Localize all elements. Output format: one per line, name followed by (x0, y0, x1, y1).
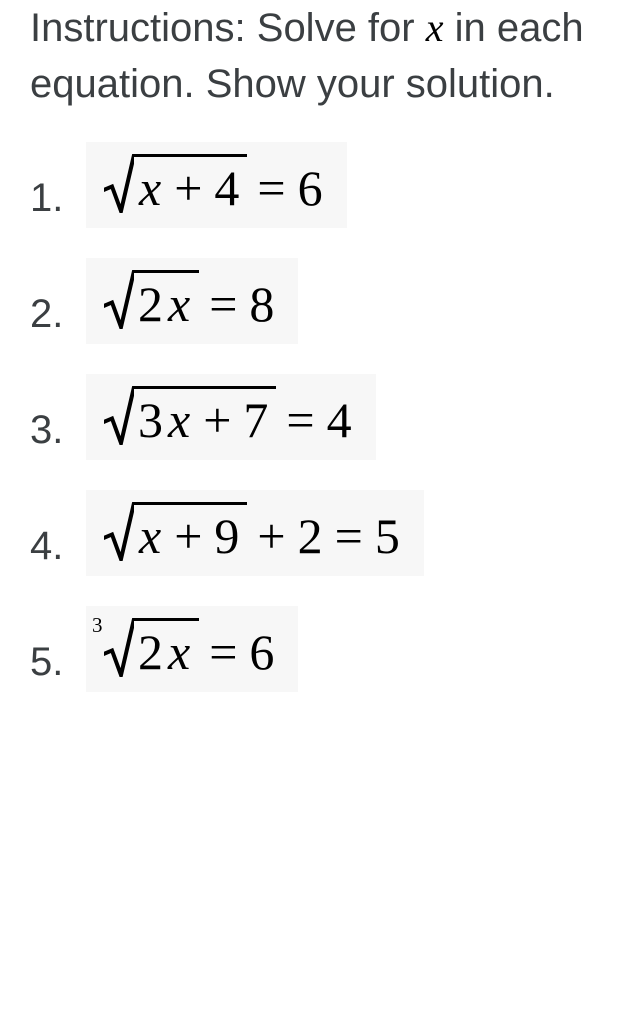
square-root: 2x (104, 270, 199, 329)
radicand: x+4 (134, 154, 247, 213)
problem-row: 3. 3x+7=4 (30, 374, 607, 460)
plus-sign: + (164, 160, 212, 216)
number: 6 (296, 163, 325, 213)
problem-number: 5. (30, 642, 76, 692)
radical-symbol (104, 270, 134, 329)
instructions-text: Instructions: Solve for x in each equati… (30, 0, 607, 112)
cube-root: 32x (104, 618, 199, 677)
radicand: 3x+7 (134, 386, 276, 445)
radical-symbol (104, 154, 134, 213)
equals-sign: = (325, 511, 373, 561)
variable-x: x (165, 276, 193, 332)
problem-row: 2. 2x=8 (30, 258, 607, 344)
equation-box: x+4=6 (86, 142, 347, 228)
radical-symbol (104, 386, 134, 445)
problem-list: 1.x+4=62.2x=83.3x+7=44.x+9+2=55.32x=6 (30, 142, 607, 692)
number: 5 (373, 511, 402, 561)
variable-x: x (165, 624, 193, 680)
equals-sign: = (247, 163, 295, 213)
number: 4 (212, 160, 241, 216)
number: 2 (296, 511, 325, 561)
equation: x+9+2=5 (104, 502, 402, 561)
radicand: x+9 (134, 502, 247, 561)
plus-sign: + (164, 508, 212, 564)
equals-sign: = (199, 627, 247, 677)
equation: 3x+7=4 (104, 386, 354, 445)
square-root: 3x+7 (104, 386, 276, 445)
plus-sign: + (247, 511, 295, 561)
number: 2 (136, 276, 165, 332)
problem-number: 4. (30, 526, 76, 576)
square-root: x+4 (104, 154, 247, 213)
radicand: 2x (134, 270, 199, 329)
problem-number: 1. (30, 178, 76, 228)
number: 7 (241, 392, 270, 448)
number: 6 (247, 627, 276, 677)
problem-number: 3. (30, 410, 76, 460)
radical-symbol (104, 502, 134, 561)
variable-x: x (136, 508, 164, 564)
instructions-pre: Instructions: Solve for (30, 6, 415, 50)
problem-number: 2. (30, 294, 76, 344)
number: 3 (136, 392, 165, 448)
equation-box: 2x=8 (86, 258, 298, 344)
equation-box: 3x+7=4 (86, 374, 376, 460)
equation: 32x=6 (104, 618, 276, 677)
equals-sign: = (199, 279, 247, 329)
variable-x: x (136, 160, 164, 216)
root-index: 3 (92, 615, 103, 636)
problem-row: 5.32x=6 (30, 606, 607, 692)
equation: x+4=6 (104, 154, 325, 213)
variable-x: x (165, 392, 193, 448)
radicand: 2x (134, 618, 199, 677)
radical-symbol (104, 618, 134, 677)
number: 8 (247, 279, 276, 329)
problem-row: 1. x+4=6 (30, 142, 607, 228)
problem-row: 4.x+9+2=5 (30, 490, 607, 576)
equation: 2x=8 (104, 270, 276, 329)
number: 9 (212, 508, 241, 564)
equals-sign: = (276, 395, 324, 445)
equation-box: 32x=6 (86, 606, 298, 692)
equation-box: x+9+2=5 (86, 490, 424, 576)
number: 2 (136, 624, 165, 680)
instructions-variable: x (426, 5, 444, 50)
square-root: x+9 (104, 502, 247, 561)
plus-sign: + (193, 392, 241, 448)
number: 4 (325, 395, 354, 445)
worksheet-page: Instructions: Solve for x in each equati… (0, 0, 637, 752)
